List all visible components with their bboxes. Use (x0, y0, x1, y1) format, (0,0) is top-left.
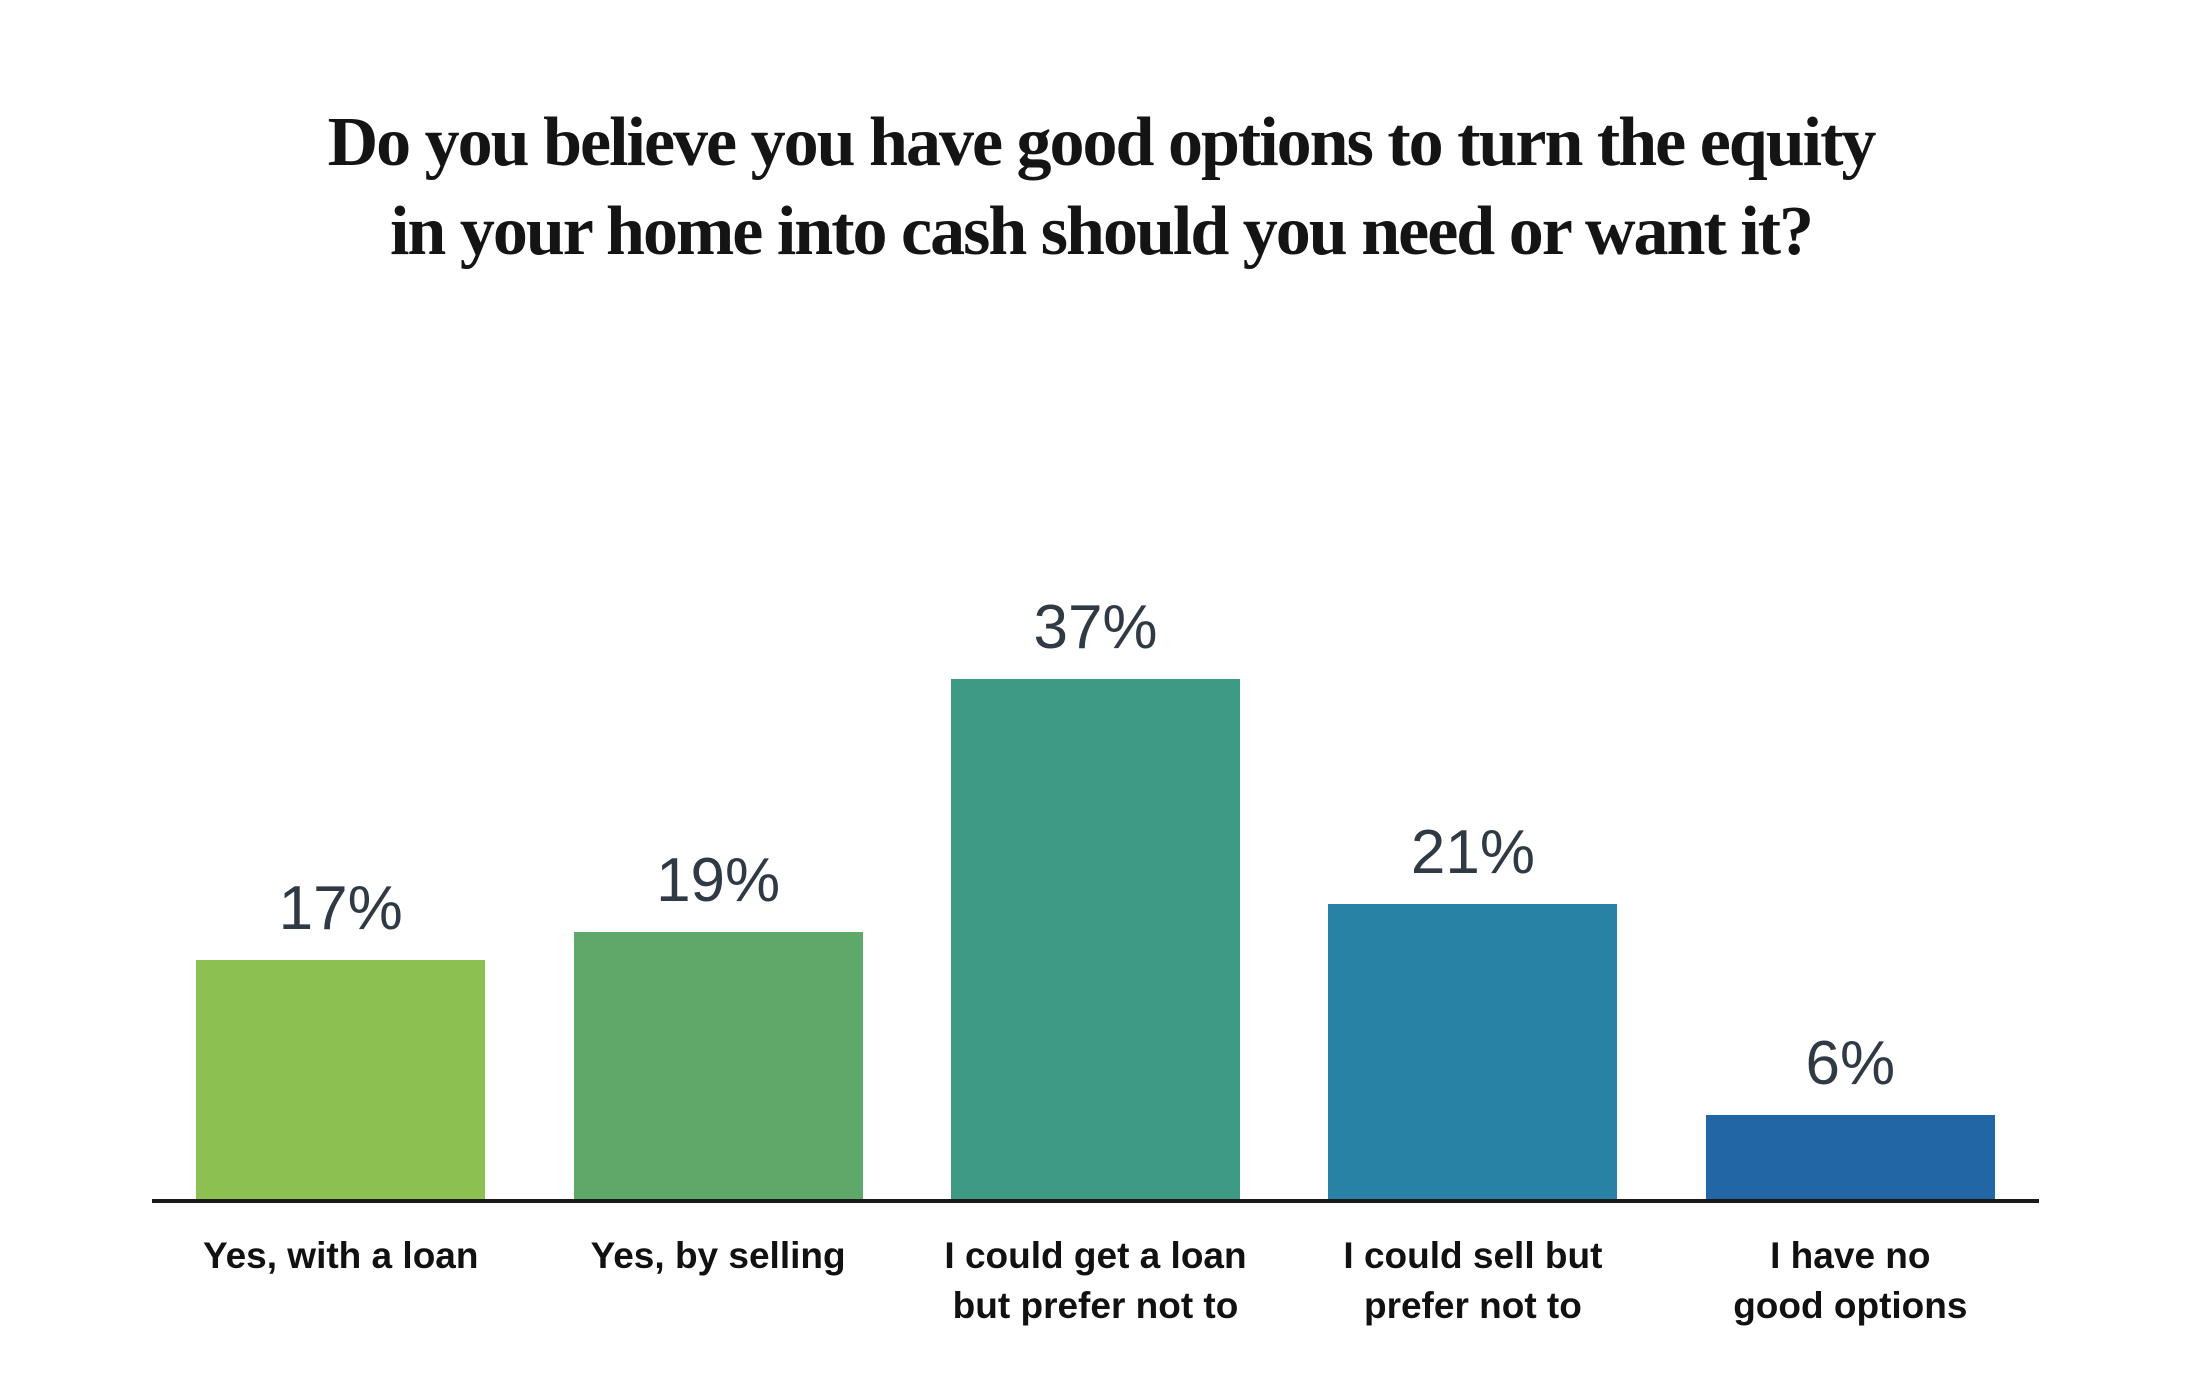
category-label-line: prefer not to (1363, 1285, 1582, 1326)
bar-i-could-sell-but-prefer-not-to (1328, 904, 1618, 1199)
bar-yes-by-selling (573, 932, 863, 1199)
category-label-yes-with-a-loan: Yes, with a loan (152, 1231, 529, 1331)
category-label-yes-by-selling: Yes, by selling (529, 1231, 906, 1331)
plot-area: 17% 19% 37% 21% 6% (152, 597, 2039, 1199)
bar-yes-with-a-loan (196, 960, 486, 1199)
value-label-yes-with-a-loan: 17% (278, 874, 403, 943)
chart-title-line-2: in your home into cash should you need o… (389, 193, 1814, 270)
category-label-line: good options (1733, 1285, 1968, 1326)
bar-i-have-no-good-options (1705, 1115, 1995, 1199)
category-label-line: Yes, with a loan (202, 1235, 479, 1276)
category-label-line: but prefer not to (952, 1285, 1239, 1326)
category-label-i-could-get-a-loan-but-prefer-not-to: I could get a loan but prefer not to (907, 1231, 1284, 1331)
value-label-i-have-no-good-options: 6% (1805, 1029, 1896, 1098)
bar-column-i-could-get-a-loan-but-prefer-not-to: 37% (907, 597, 1284, 1199)
value-label-i-could-sell-but-prefer-not-to: 21% (1410, 818, 1535, 887)
value-label-i-could-get-a-loan-but-prefer-not-to: 37% (1033, 593, 1158, 662)
category-label-line: Yes, by selling (590, 1235, 846, 1276)
bar-i-could-get-a-loan-but-prefer-not-to (951, 679, 1241, 1199)
category-label-line: I have no (1770, 1235, 1931, 1276)
category-label-line: I could sell but (1343, 1235, 1603, 1276)
chart-title-line-1: Do you believe you have good options to … (327, 104, 1877, 181)
category-label-i-have-no-good-options: I have no good options (1662, 1231, 2039, 1331)
value-label-yes-by-selling: 19% (656, 846, 781, 915)
x-axis-line (152, 1199, 2039, 1203)
bar-column-i-have-no-good-options: 6% (1662, 1033, 2039, 1199)
x-axis-labels: Yes, with a loan Yes, by selling I could g… (152, 1231, 2039, 1331)
category-label-line: I could get a loan (944, 1235, 1247, 1276)
chart-title: Do you believe you have good options to … (0, 98, 2202, 276)
bar-column-yes-by-selling: 19% (529, 850, 906, 1199)
bar-column-i-could-sell-but-prefer-not-to: 21% (1284, 822, 1661, 1199)
category-label-i-could-sell-but-prefer-not-to: I could sell but prefer not to (1284, 1231, 1661, 1331)
bar-column-yes-with-a-loan: 17% (152, 878, 529, 1199)
